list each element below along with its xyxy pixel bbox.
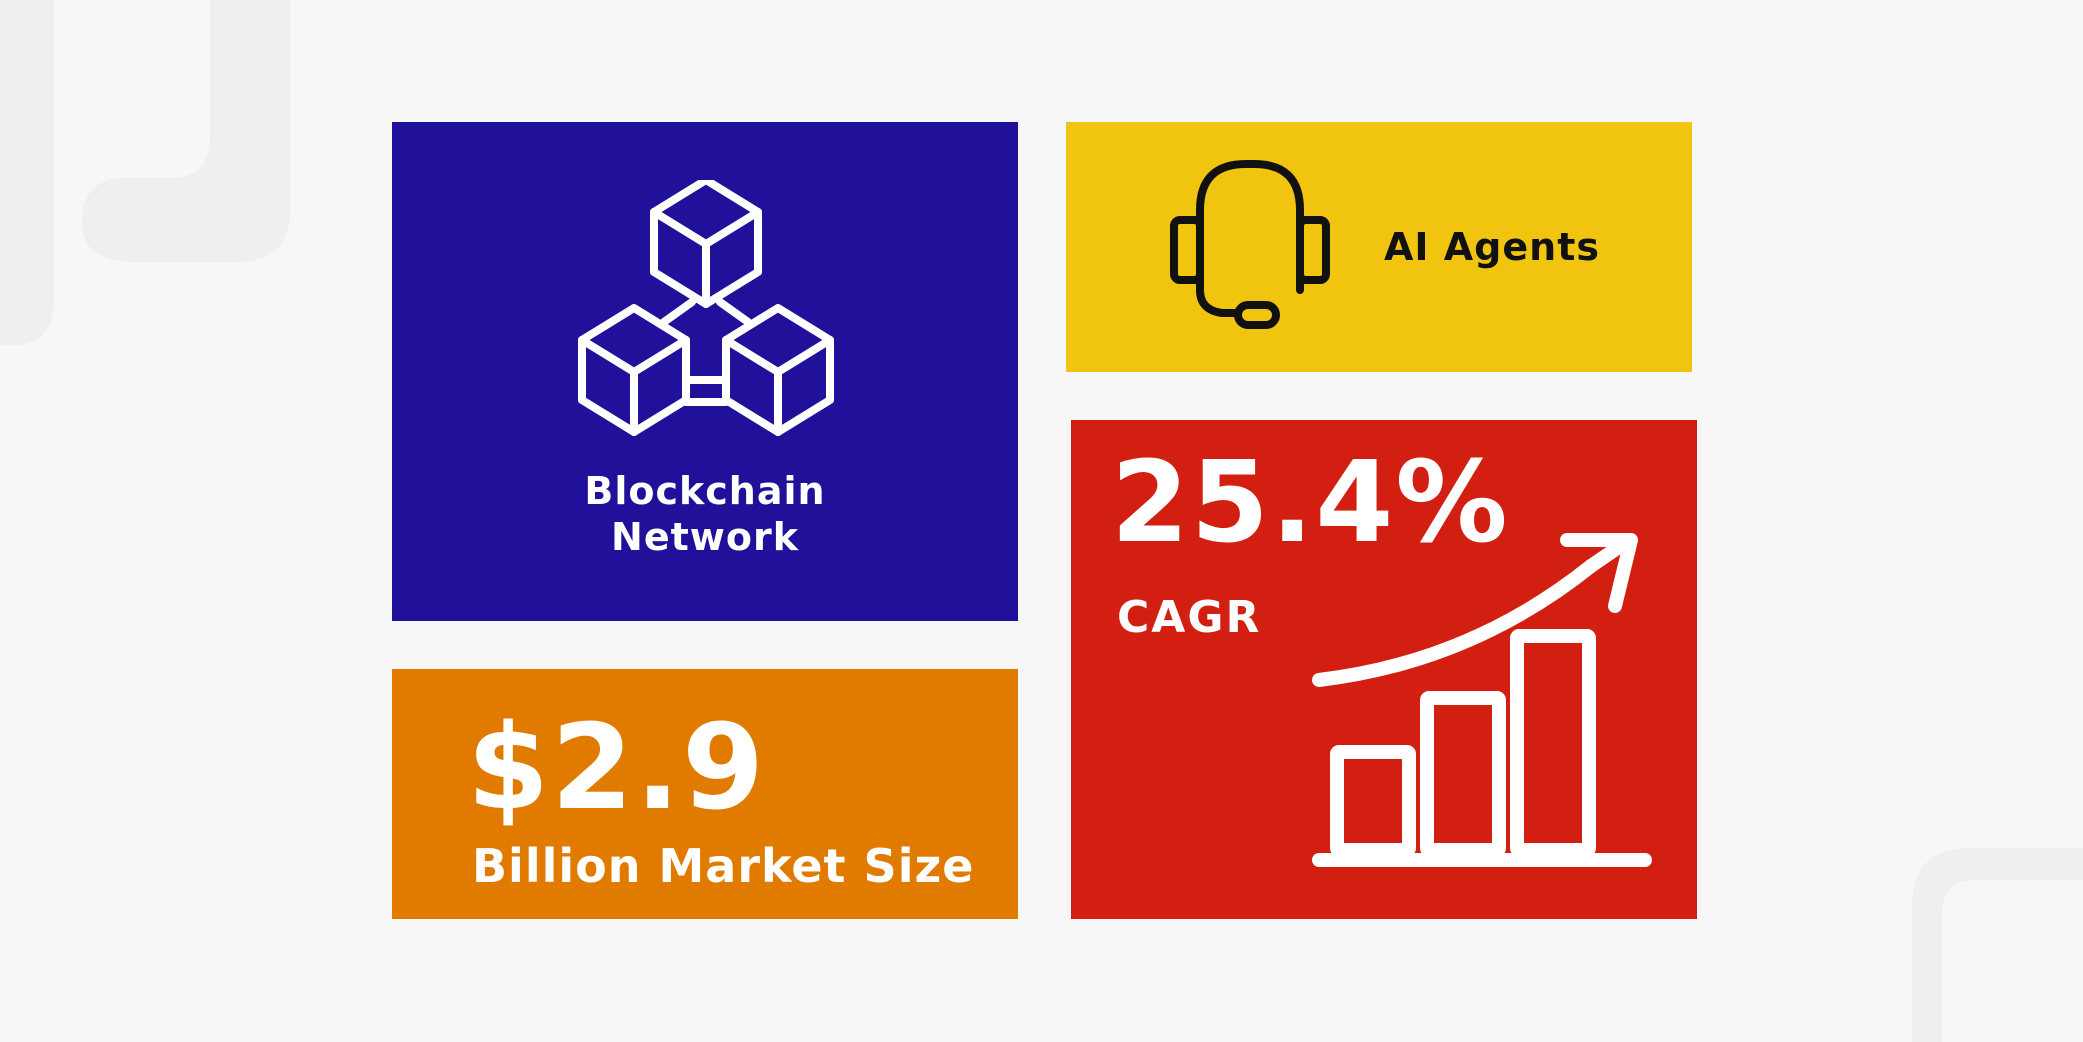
cagr-value: 25.4%	[1111, 438, 1510, 568]
background-decoration-bottom-right	[1912, 848, 2083, 1042]
blockchain-label-line1: Blockchain	[584, 469, 826, 513]
background-decoration-top-left	[0, 0, 290, 345]
headset-icon	[1170, 160, 1330, 329]
blockchain-cubes-icon	[578, 180, 834, 436]
blockchain-network-label: Blockchain Network	[392, 468, 1018, 560]
cagr-tile: 25.4% CAGR	[1071, 420, 1697, 919]
ai-agents-tile: AI Agents	[1066, 122, 1692, 372]
ai-agents-label: AI Agents	[1384, 225, 1600, 269]
growth-bar-chart-icon	[1312, 533, 1652, 867]
blockchain-network-tile: Blockchain Network	[392, 122, 1018, 621]
market-size-value: $2.9	[467, 698, 767, 836]
market-size-tile: $2.9 Billion Market Size	[392, 669, 1018, 919]
blockchain-label-line2: Network	[611, 515, 799, 559]
market-size-label: Billion Market Size	[472, 839, 975, 893]
cagr-label: CAGR	[1117, 592, 1262, 643]
